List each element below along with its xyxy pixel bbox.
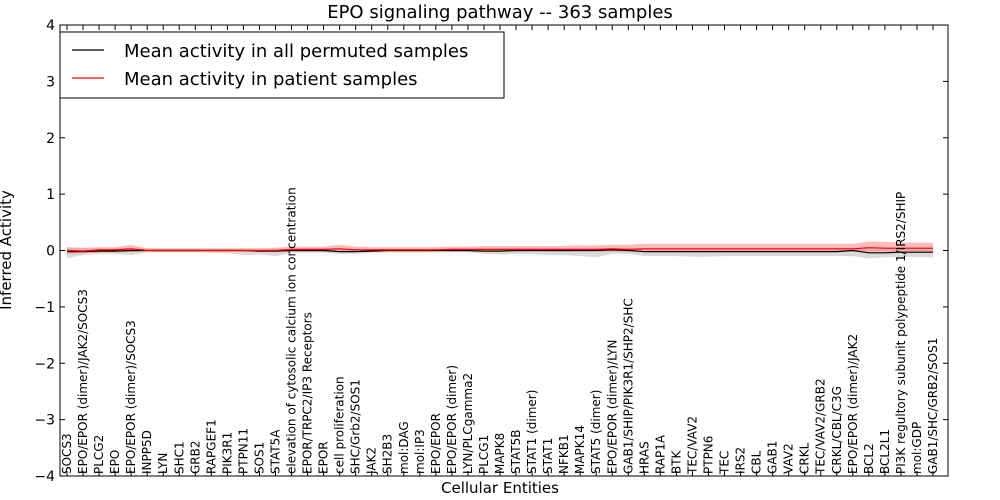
- x-tick-label: BCL2: [862, 443, 876, 474]
- x-tick-label: STAT1 (dimer): [525, 390, 539, 474]
- x-tick-label: PLCG1: [477, 435, 491, 474]
- x-tick-label: SHC/Grb2/SOS1: [349, 379, 363, 474]
- x-tick-label: EPO/EPOR: [429, 413, 443, 474]
- legend-label-patient: Mean activity in patient samples: [124, 69, 418, 90]
- x-tick-label: SH2B3: [381, 434, 395, 474]
- x-tick-label: STAT5B: [509, 430, 523, 475]
- x-tick-label: PIK3R1: [220, 432, 234, 474]
- y-tick-label: 1: [46, 187, 55, 203]
- x-tick-label: PTPN11: [236, 428, 250, 474]
- x-tick-label: EPO/EPOR (dimer)/JAK2/SOCS3: [76, 289, 90, 474]
- x-tick-label: mol:GDP: [910, 422, 924, 474]
- legend: Mean activity in all permuted samples Me…: [59, 31, 505, 99]
- x-axis-label: Cellular Entities: [441, 479, 559, 497]
- x-tick-label: BCL2L1: [878, 429, 892, 474]
- legend-box: [59, 31, 505, 99]
- x-tick-label: MAPK14: [573, 425, 587, 474]
- legend-label-permuted: Mean activity in all permuted samples: [124, 41, 468, 62]
- x-tick-label: PI3K regultory subunit polypeptide 1/IRS…: [894, 192, 908, 474]
- y-tick-label: −4: [34, 469, 55, 485]
- x-tick-label: LYN/PLCgamma2: [461, 373, 475, 474]
- x-tick-label: GAB1/SHC/GRB2/SOS1: [926, 338, 940, 474]
- y-tick-label: 3: [46, 74, 55, 90]
- x-tick-label: mol:IP3: [413, 429, 427, 474]
- x-tick-label: GRB2: [188, 440, 202, 474]
- x-tick-label: VAV2: [782, 443, 796, 474]
- y-tick-label: −1: [34, 300, 55, 316]
- x-tick-label: EPO/EPOR (dimer)/SOCS3: [124, 320, 138, 474]
- chart-title: EPO signaling pathway -- 363 samples: [327, 2, 673, 23]
- x-tick-label: PLCG2: [92, 435, 106, 474]
- x-tick-label: MAPK8: [493, 433, 507, 474]
- series-lines: [66, 247, 933, 254]
- x-tick-label: CRKL/CBL/C3G: [830, 386, 844, 474]
- x-tick-label: cell proliferation: [333, 376, 347, 474]
- x-tick-label: elevation of cytosolic calcium ion conce…: [285, 187, 299, 474]
- x-tick-label: GAB1/SHIP/PIK3R1/SHP2/SHC: [621, 298, 635, 474]
- x-tick-label: STAT5 (dimer): [589, 390, 603, 474]
- x-tick-label: IRS2: [734, 447, 748, 474]
- x-tick-label: TEC: [718, 451, 732, 475]
- x-tick-label: EPOR/TRPC2/IP3 Receptors: [301, 312, 315, 474]
- y-axis: −4 −3 −2 −1 0 1 2 3 4: [34, 18, 948, 485]
- x-tick-label: STAT1: [541, 438, 555, 474]
- x-axis: SOCS3 EPO/EPOR (dimer)/JAK2/SOCS3 PLCG2 EPO…: [60, 25, 940, 476]
- y-tick-label: 0: [46, 244, 55, 260]
- y-tick-label: 4: [46, 18, 55, 34]
- x-tick-label: RAPGEF1: [204, 419, 218, 474]
- x-tick-label: TEC/VAV2/GRB2: [814, 378, 828, 475]
- x-tick-label: EPO/EPOR (dimer): [445, 365, 459, 474]
- x-tick-label: LYN: [156, 453, 170, 474]
- y-tick-label: 2: [46, 131, 55, 147]
- x-tick-label: JAK2: [365, 447, 379, 475]
- x-tick-label: EPO/EPOR (dimer)/JAK2: [846, 334, 860, 474]
- series-line-patient: [66, 247, 933, 252]
- x-tick-label: EPO: [108, 450, 122, 474]
- x-tick-label: CBL: [750, 450, 764, 474]
- x-tick-label: GAB1: [766, 441, 780, 474]
- x-tick-label: BTK: [669, 449, 683, 474]
- x-tick-label: EPO/EPOR (dimer)/LYN: [605, 340, 619, 474]
- y-axis-label: Inferred Activity: [0, 190, 15, 310]
- x-tick-label: STAT5A: [269, 429, 283, 474]
- x-tick-label: TEC/VAV2: [685, 416, 699, 475]
- x-tick-label: SHC1: [172, 441, 186, 474]
- y-tick-label: −3: [34, 413, 55, 429]
- x-tick-label: NFKB1: [557, 434, 571, 474]
- x-tick-label: HRAS: [637, 441, 651, 474]
- x-tick-label: CRKL: [798, 442, 812, 474]
- x-tick-label: RAP1A: [653, 434, 667, 474]
- x-tick-label: EPOR: [317, 441, 331, 474]
- x-tick-label: INPP5D: [140, 430, 154, 474]
- x-tick-label: SOS1: [252, 442, 266, 474]
- x-tick-label: mol:DAG: [397, 421, 411, 474]
- y-tick-label: −2: [34, 356, 55, 372]
- x-tick-label: SOCS3: [60, 433, 74, 474]
- x-tick-label: PTPN6: [702, 436, 716, 474]
